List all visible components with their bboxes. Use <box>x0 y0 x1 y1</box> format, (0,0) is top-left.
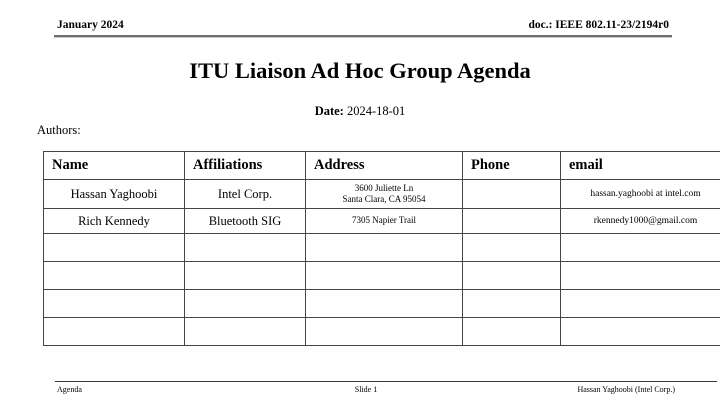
address-cell: 3600 Juliette Ln Santa Clara, CA 95054 <box>305 179 463 209</box>
phone-cell <box>462 179 561 209</box>
column-header-name: Name <box>43 151 185 180</box>
author-name-cell <box>43 317 185 346</box>
date-label: Date: <box>314 104 344 118</box>
date-value: 2024-18-01 <box>346 104 406 118</box>
page-footer: Slide 1 Agenda Hassan Yaghoobi (Intel Co… <box>57 385 675 395</box>
table-row: Rich Kennedy Bluetooth SIG 7305 Napier Tra… <box>43 208 720 234</box>
date-line: Date: 2024-18-01 <box>0 104 720 119</box>
footer-author: Hassan Yaghoobi (Intel Corp.) <box>577 385 675 394</box>
email-cell: rkennedy1000@gmail.com <box>560 208 720 234</box>
affiliation-cell: Bluetooth SIG <box>184 208 306 234</box>
column-header-email: email <box>560 151 720 180</box>
email-cell <box>560 289 720 318</box>
author-name-cell <box>43 261 185 290</box>
phone-cell <box>462 317 561 346</box>
header-rule <box>54 35 672 38</box>
affiliation-cell <box>184 289 306 318</box>
footer-title: Agenda <box>57 385 82 394</box>
email-cell <box>560 317 720 346</box>
column-header-affiliations: Affiliations <box>184 151 306 180</box>
table-row <box>43 317 720 346</box>
address-cell: 7305 Napier Trail <box>305 208 463 234</box>
table-row <box>43 289 720 318</box>
affiliation-cell <box>184 261 306 290</box>
header-doc-number: doc.: IEEE 802.11-23/2194r0 <box>528 19 669 31</box>
footer-rule <box>55 381 717 382</box>
table-header-row: Name Affiliations Address Phone email <box>43 151 720 180</box>
affiliation-cell <box>184 317 306 346</box>
column-header-address: Address <box>305 151 463 180</box>
page-title: ITU Liaison Ad Hoc Group Agenda <box>189 58 531 83</box>
page-header: January 2024 doc.: IEEE 802.11-23/2194r0 <box>57 19 669 32</box>
email-cell: hassan.yaghoobi at intel.com <box>560 179 720 209</box>
table-body: Hassan Yaghoobi Intel Corp. 3600 Juliette … <box>43 179 720 346</box>
phone-cell <box>462 208 561 234</box>
address-cell <box>305 233 463 262</box>
table-row <box>43 233 720 262</box>
author-name-cell: Rich Kennedy <box>43 208 185 234</box>
column-header-phone: Phone <box>462 151 561 180</box>
address-cell <box>305 317 463 346</box>
phone-cell <box>462 233 561 262</box>
author-name-cell <box>43 233 185 262</box>
table-row <box>43 261 720 290</box>
footer-slide-number: Slide 1 <box>354 385 378 394</box>
affiliation-cell: Intel Corp. <box>184 179 306 209</box>
table-row: Hassan Yaghoobi Intel Corp. 3600 Juliette … <box>43 179 720 209</box>
author-name-cell <box>43 289 185 318</box>
authors-table: Name Affiliations Address Phone email Hassan… <box>43 151 720 346</box>
author-name-cell: Hassan Yaghoobi <box>43 179 185 209</box>
phone-cell <box>462 261 561 290</box>
email-cell <box>560 233 720 262</box>
header-date: January 2024 <box>57 19 124 31</box>
authors-label: Authors: <box>37 123 81 137</box>
address-cell <box>305 289 463 318</box>
phone-cell <box>462 289 561 318</box>
affiliation-cell <box>184 233 306 262</box>
address-cell <box>305 261 463 290</box>
email-cell <box>560 261 720 290</box>
